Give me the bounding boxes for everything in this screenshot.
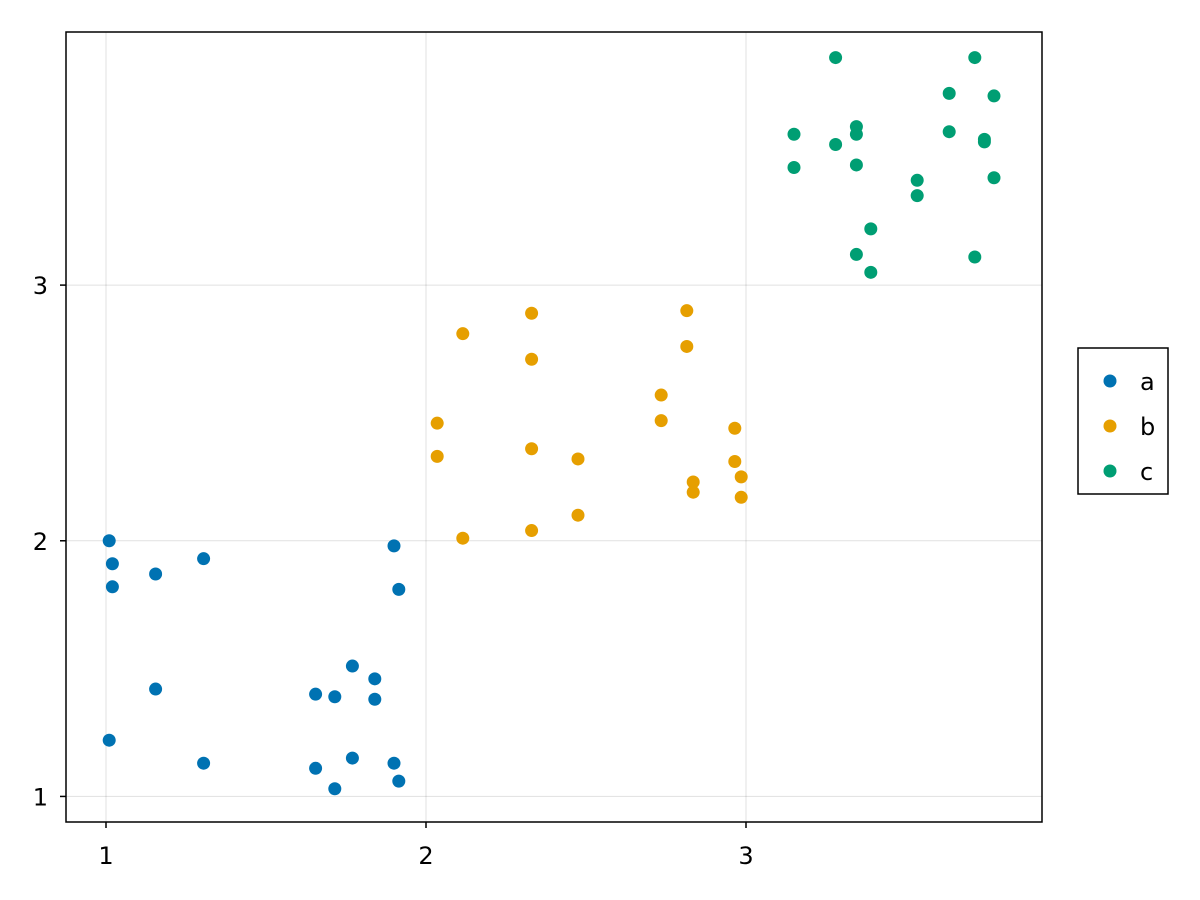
point-series-c <box>910 189 924 203</box>
point-series-b <box>680 339 694 353</box>
point-series-a <box>328 690 342 704</box>
point-series-c <box>968 51 982 65</box>
axis-ticks: 1 2 3 1 2 3 <box>33 272 754 870</box>
point-series-c <box>787 127 801 141</box>
point-series-b <box>728 455 742 469</box>
point-series-c <box>987 171 1001 185</box>
point-series-b <box>456 531 470 545</box>
y-tick-label: 1 <box>33 783 48 811</box>
point-series-a <box>197 756 211 770</box>
y-tick-label: 2 <box>33 528 48 556</box>
point-series-b <box>525 442 539 456</box>
point-series-a <box>149 567 163 581</box>
point-series-c <box>910 173 924 187</box>
point-series-b <box>734 470 748 484</box>
point-series-b <box>525 306 539 320</box>
point-series-b <box>430 416 444 430</box>
point-series-b <box>571 452 585 466</box>
y-tick-label: 3 <box>33 272 48 300</box>
point-series-c <box>787 161 801 175</box>
point-series-a <box>105 557 119 571</box>
point-series-a <box>392 582 406 596</box>
point-series-b <box>525 352 539 366</box>
point-series-b <box>686 475 700 489</box>
point-series-a <box>105 580 119 594</box>
legend-label-c: c <box>1140 458 1153 486</box>
point-series-c <box>977 135 991 149</box>
point-series-a <box>328 782 342 796</box>
point-series-c <box>987 89 1001 103</box>
point-series-a <box>368 692 382 706</box>
point-series-a <box>197 552 211 566</box>
legend-box <box>1077 347 1169 495</box>
point-series-a <box>102 733 116 747</box>
point-series-a <box>345 751 359 765</box>
legend-marker-b <box>1103 419 1117 433</box>
point-series-c <box>849 247 863 261</box>
x-tick-label: 2 <box>418 842 433 870</box>
point-series-a <box>102 534 116 548</box>
legend-marker-c <box>1103 464 1117 478</box>
legend-label-b: b <box>1140 413 1155 441</box>
point-series-c <box>968 250 982 264</box>
point-series-c <box>849 127 863 141</box>
point-series-a <box>149 682 163 696</box>
point-series-c <box>864 265 878 279</box>
point-series-b <box>430 449 444 463</box>
point-series-a <box>387 756 401 770</box>
x-tick-label: 3 <box>738 842 753 870</box>
plot-area-frame <box>65 31 1043 823</box>
point-series-b <box>456 327 470 341</box>
point-series-b <box>734 490 748 504</box>
point-series-c <box>864 222 878 236</box>
point-series-a <box>392 774 406 788</box>
data-points <box>102 51 1001 796</box>
point-series-a <box>368 672 382 686</box>
point-series-b <box>571 508 585 522</box>
point-series-c <box>942 125 956 139</box>
point-series-b <box>680 304 694 318</box>
point-series-a <box>387 539 401 553</box>
x-tick-label: 1 <box>98 842 113 870</box>
point-series-a <box>309 761 323 775</box>
point-series-c <box>942 86 956 100</box>
point-series-a <box>309 687 323 701</box>
legend-marker-a <box>1103 374 1117 388</box>
point-series-c <box>829 137 843 151</box>
point-series-a <box>345 659 359 673</box>
legend-label-a: a <box>1140 368 1155 396</box>
point-series-c <box>849 158 863 172</box>
point-series-b <box>654 414 668 428</box>
point-series-c <box>829 51 843 65</box>
point-series-b <box>686 485 700 499</box>
point-series-b <box>654 388 668 402</box>
grid-lines <box>66 32 1042 822</box>
legend: abc <box>1077 347 1169 495</box>
point-series-b <box>728 421 742 435</box>
point-series-b <box>525 524 539 538</box>
